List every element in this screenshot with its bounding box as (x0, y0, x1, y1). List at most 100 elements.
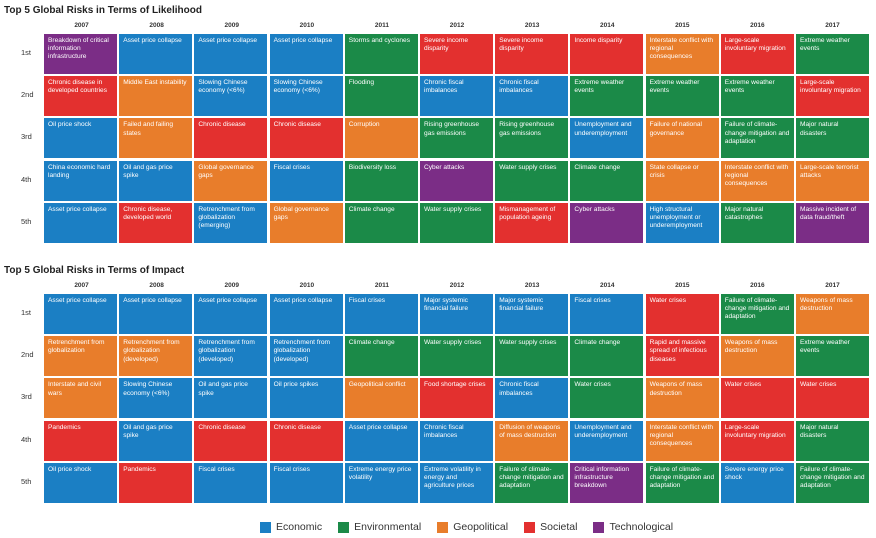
risk-cell: Major systemic financial failure (420, 294, 493, 334)
risk-cell: Asset price collapse (119, 34, 193, 74)
risk-cell: Unemployment and underemployment (570, 420, 644, 461)
year-label: 2014 (599, 22, 615, 29)
risk-cell: Breakdown of critical information infras… (44, 34, 117, 74)
risk-cell: Oil price spikes (269, 378, 343, 419)
risk-cell: Middle East instability (119, 76, 193, 117)
risk-cell: Chronic fiscal imbalances (420, 420, 493, 461)
risk-cell: Retrenchment from globalization (develop… (119, 336, 193, 377)
year-label: 2007 (74, 282, 89, 289)
rank-label: 4th (21, 434, 32, 444)
risk-cell: Chronic disease, developed world (119, 202, 193, 243)
risk-cell: Failure of climate-change mitigation and… (495, 462, 569, 503)
risk-cell: Retrenchment from globalization (44, 336, 117, 377)
risk-cell: Weapons of mass destruction (645, 378, 719, 419)
risk-cell: Asset price collapse (119, 294, 193, 334)
risk-cell: Oil price shock (44, 118, 117, 159)
risk-cell: Water crises (645, 294, 719, 334)
legend-swatch-societal (524, 521, 536, 533)
risk-cell: Water supply crises (420, 202, 493, 243)
legend-label-economic: Economic (276, 521, 323, 533)
risk-cell: Extreme weather events (570, 76, 644, 117)
year-label: 2017 (825, 282, 840, 289)
legend: Economic Environmental Geopolitical Soci… (260, 521, 689, 533)
risk-cell: Extreme weather events (796, 336, 869, 377)
risk-cell: Rapid and massive spread of infectious d… (645, 336, 719, 377)
risk-cell: Water supply crises (495, 160, 569, 201)
risk-cell: Water crises (796, 378, 869, 419)
risk-cell: Climate change (344, 336, 418, 377)
rank-label: 5th (21, 216, 32, 226)
risk-cell: Pandemics (119, 462, 193, 503)
risk-cell: Massive incident of data fraud/theft (796, 202, 869, 243)
risk-cell: Failed and failing states (119, 118, 193, 159)
risk-cell: Large-scale terrorist attacks (796, 160, 869, 201)
year-label: 2015 (675, 282, 690, 289)
legend-label-technological: Technological (609, 521, 674, 533)
risk-cell: Slowing Chinese economy (<6%) (119, 378, 193, 419)
risk-cell: Oil and gas price spike (194, 378, 268, 419)
risk-cell: Major natural disasters (796, 118, 869, 159)
year-label: 2017 (825, 22, 840, 29)
risk-cell: Corruption (344, 118, 418, 159)
legend-label-geopolitical: Geopolitical (453, 521, 509, 533)
risk-cell: Cyber attacks (420, 160, 493, 201)
rank-label: 1st (21, 48, 32, 57)
risk-cell: Water crises (570, 378, 644, 419)
risk-cell: Large-scale involuntary migration (720, 34, 794, 74)
risk-cell: Oil and gas price spike (119, 160, 193, 201)
legend-label-societal: Societal (540, 521, 578, 533)
risk-cell: Fiscal crises (269, 462, 343, 503)
risk-cell: Interstate and civil wars (44, 378, 117, 419)
likelihood-title: Top 5 Global Risks in Terms of Likelihoo… (4, 5, 202, 16)
risk-cell: Chronic disease in developed countries (44, 76, 117, 117)
rank-label: 2nd (21, 90, 34, 100)
risk-cell: Failure of national governance (645, 118, 719, 159)
risk-cell: Interstate conflict with regional conseq… (720, 160, 794, 201)
legend-swatch-environmental (338, 521, 350, 533)
risk-cell: Climate change (570, 160, 644, 201)
risk-cell: Severe energy price shock (720, 462, 794, 503)
legend-item-environmental: Environmental (338, 521, 421, 533)
risk-cell: Unemployment and underemployment (570, 118, 644, 159)
risk-cell: Interstate conflict with regional conseq… (645, 34, 719, 74)
risk-cell: Retrenchment from globalization (develop… (194, 336, 268, 377)
risk-cell: Chronic fiscal imbalances (495, 76, 569, 117)
year-label: 2011 (374, 22, 389, 29)
risk-cell: Failure of climate-change mitigation and… (720, 118, 794, 159)
year-label: 2012 (449, 282, 465, 289)
risk-cell: Slowing Chinese economy (<6%) (269, 76, 343, 117)
risk-cell: Oil and gas price spike (119, 420, 193, 461)
risk-cell: Extreme weather events (796, 34, 869, 74)
risk-cell: Asset price collapse (269, 34, 343, 74)
risk-cell: Biodiversity loss (344, 160, 418, 201)
risk-cell: Major natural disasters (796, 420, 869, 461)
year-label: 2008 (149, 282, 164, 289)
risk-cell: Global governance gaps (269, 202, 343, 243)
impact-year-header: 2007 2008 2009 2010 2011 2012 2013 2014 2015 2016… (44, 282, 870, 294)
legend-item-technological: Technological (593, 521, 673, 533)
rank-label: 3rd (21, 132, 32, 142)
risk-cell: Income disparity (570, 34, 644, 74)
risk-cell: Fiscal crises (570, 294, 644, 334)
risk-cell: Global governance gaps (194, 160, 268, 201)
year-label: 2014 (599, 282, 615, 289)
risk-cell: Water supply crises (495, 336, 569, 377)
risk-cell: Retrenchment from globalization (emergin… (194, 202, 268, 243)
year-label: 2013 (524, 22, 540, 29)
risk-cell: Weapons of mass destruction (796, 294, 869, 334)
risk-cell: Extreme energy price volatility (344, 462, 418, 503)
risk-cell: Pandemics (44, 420, 117, 461)
risk-cell: Food shortage crises (420, 378, 493, 419)
year-label: 2016 (750, 22, 765, 29)
year-label: 2009 (224, 282, 239, 289)
year-label: 2012 (449, 22, 465, 29)
risk-cell: Severe income disparity (495, 34, 569, 74)
risk-cell: Extreme weather events (720, 76, 794, 117)
risk-cell: Asset price collapse (194, 34, 268, 74)
year-label: 2011 (374, 282, 389, 289)
risk-cell: Climate change (344, 202, 418, 243)
risk-cell: China economic hard landing (44, 160, 117, 201)
risk-cell: Asset price collapse (44, 294, 117, 334)
risk-cell: Major natural catastrophes (720, 202, 794, 243)
rank-label: 4th (21, 174, 32, 184)
